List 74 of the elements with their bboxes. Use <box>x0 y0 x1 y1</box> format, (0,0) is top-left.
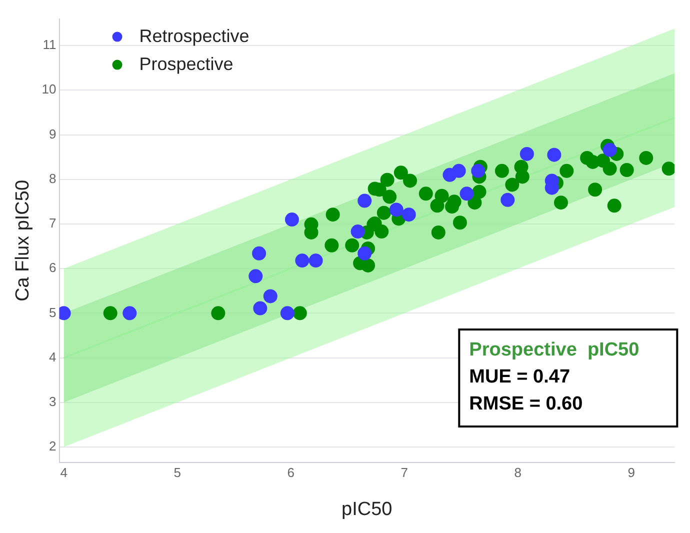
point <box>430 198 444 213</box>
point <box>122 306 137 320</box>
x-tick-label: 4 <box>60 464 68 480</box>
x-tick-label: 5 <box>174 464 181 480</box>
point <box>607 198 622 213</box>
point <box>358 194 372 208</box>
point <box>402 208 416 222</box>
point <box>374 224 389 239</box>
point <box>418 186 433 201</box>
x-axis-title: pIC50 <box>342 498 392 520</box>
y-tick-label: 6 <box>49 260 56 276</box>
point <box>639 150 654 165</box>
point <box>280 306 294 320</box>
annotation: Prospective pIC50 <box>469 340 640 361</box>
point <box>358 246 372 260</box>
y-tick-label: 7 <box>49 216 56 231</box>
point <box>662 162 674 176</box>
y-axis-title: Ca Flux pIC50 <box>12 180 34 302</box>
point <box>554 196 568 210</box>
point <box>308 254 323 268</box>
y-tick-label: 3 <box>49 394 56 409</box>
x-tick-label: 6 <box>287 464 294 480</box>
point <box>588 182 602 197</box>
point <box>380 172 394 187</box>
point <box>361 258 376 272</box>
point <box>326 208 340 222</box>
y-tick-label: 4 <box>49 349 56 364</box>
point <box>472 184 486 199</box>
y-tick-label: 11 <box>42 37 56 52</box>
point <box>295 254 310 268</box>
point <box>284 212 299 227</box>
point <box>515 170 530 184</box>
point <box>252 246 266 260</box>
point <box>403 174 418 188</box>
annotation: RMSE = 0.60 <box>469 394 583 415</box>
point <box>620 163 634 178</box>
point <box>431 225 446 240</box>
y-tick-label: 10 <box>42 82 56 97</box>
y-tick-label: 9 <box>49 126 56 142</box>
point <box>602 142 617 157</box>
x-tick-label: 7 <box>400 464 408 480</box>
y-tick-label: 5 <box>49 304 56 320</box>
point <box>452 164 466 178</box>
y-tick-label: 2 <box>49 438 56 454</box>
point <box>460 186 474 201</box>
point <box>324 238 339 252</box>
point <box>500 192 515 207</box>
point <box>602 162 617 176</box>
point <box>253 301 268 316</box>
point <box>471 164 486 178</box>
point <box>494 164 509 178</box>
point <box>389 202 404 217</box>
point <box>452 216 467 230</box>
x-tick-label: 9 <box>628 464 635 480</box>
point <box>350 224 365 239</box>
point <box>447 194 462 209</box>
annotation: MUE = 0.47 <box>469 366 570 388</box>
legend-label: Retrospective <box>139 26 250 46</box>
legend-label: Prospective <box>139 54 234 74</box>
point <box>248 269 263 284</box>
x-tick-label: 8 <box>514 464 522 480</box>
y-tick-label: 8 <box>49 170 56 186</box>
point <box>394 166 408 180</box>
point <box>263 289 278 304</box>
point <box>292 306 307 320</box>
point <box>505 178 520 192</box>
point <box>520 146 534 161</box>
point <box>103 306 118 320</box>
point <box>345 238 360 252</box>
point <box>211 306 226 320</box>
point <box>547 148 562 162</box>
point <box>376 206 391 220</box>
point <box>560 164 574 178</box>
point <box>382 190 397 204</box>
